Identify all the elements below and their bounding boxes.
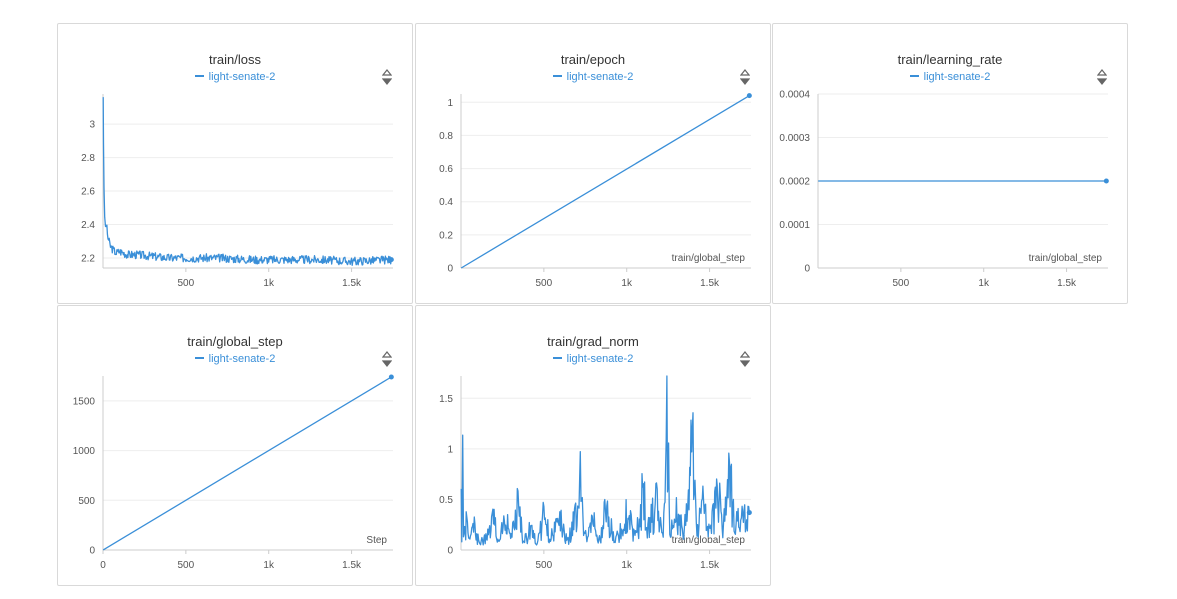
y-tick-label: 1000 [73, 446, 96, 457]
y-tick-label: 2.6 [81, 187, 95, 198]
legend-swatch [194, 75, 204, 78]
y-tick-label: 2.8 [81, 153, 95, 164]
series-end-point[interactable] [388, 257, 394, 263]
x-tick-label: 1k [978, 278, 990, 289]
sort-icon[interactable] [740, 69, 750, 85]
y-tick-label: 0 [804, 264, 810, 275]
x-tick-label: 500 [893, 278, 910, 289]
y-tick-label: 3 [89, 120, 95, 131]
x-tick-label: 0 [100, 560, 106, 571]
chart-plot: 0 0.0001 0.0002 0.0003 0.0004 500 1k 1.5k train/… [779, 90, 1109, 289]
chart-panel-loss[interactable]: train/loss light-senate-2 2.2 2.4 2.6 2.8 3 5… [57, 23, 413, 304]
series-end-point[interactable] [1103, 178, 1109, 184]
y-tick-label: 0 [447, 546, 453, 557]
y-tick-label: 0 [89, 546, 95, 557]
x-tick-label: 1.5k [700, 278, 720, 289]
x-axis-label: train/global_step [672, 253, 746, 264]
legend-swatch [194, 357, 204, 360]
x-tick-label: 1.5k [342, 278, 362, 289]
y-tick-label: 500 [78, 496, 95, 507]
y-tick-label: 0.5 [439, 495, 453, 506]
legend[interactable]: light-senate-2 [58, 353, 412, 365]
series-line[interactable] [102, 376, 392, 551]
x-tick-label: 500 [178, 278, 195, 289]
x-tick-label: 500 [536, 560, 553, 571]
x-tick-label: 1k [621, 560, 633, 571]
sort-icon[interactable] [382, 69, 392, 85]
series-line[interactable] [102, 97, 392, 266]
legend-label: light-senate-2 [208, 71, 276, 83]
sort-icon[interactable] [740, 351, 750, 367]
x-axis-label: train/global_step [1029, 253, 1103, 264]
y-tick-label: 0 [447, 264, 453, 275]
chart-panel-epoch[interactable]: train/epoch light-senate-2 0 0.2 0.4 0.6 0.8… [415, 23, 771, 304]
chart-title: train/learning_rate [897, 52, 1003, 67]
legend-label: light-senate-2 [566, 353, 634, 365]
x-tick-label: 1.5k [342, 560, 362, 571]
y-tick-label: 0.8 [439, 131, 453, 142]
legend[interactable]: light-senate-2 [416, 71, 770, 83]
series-end-point[interactable] [388, 374, 394, 380]
chart-panel-grad-norm[interactable]: train/grad_norm light-senate-2 0 0.5 1 1.5 5… [415, 305, 771, 586]
y-tick-label: 0.0001 [779, 220, 810, 231]
sort-icon[interactable] [1097, 69, 1107, 85]
x-tick-label: 500 [178, 560, 195, 571]
chart-plot: 0 0.5 1 1.5 500 1k 1.5k train/global_step [439, 375, 752, 571]
sort-icon[interactable] [382, 351, 392, 367]
chart-panel-learning-rate[interactable]: train/learning_rate light-senate-2 0 0.00… [772, 23, 1128, 304]
chart-title: train/loss [208, 52, 262, 67]
legend-label: light-senate-2 [566, 71, 634, 83]
legend-swatch [909, 75, 919, 78]
chart-plot: 0 0.2 0.4 0.6 0.8 1 500 1k 1.5k train/global_step [439, 93, 752, 289]
y-tick-label: 2.4 [81, 220, 95, 231]
x-tick-label: 1k [263, 560, 275, 571]
series-line[interactable] [460, 95, 750, 269]
x-axis-label: train/global_step [672, 535, 746, 546]
series-line[interactable] [460, 375, 750, 546]
y-tick-label: 0.0004 [779, 90, 810, 101]
chart-title: train/epoch [560, 52, 626, 67]
legend[interactable]: light-senate-2 [773, 71, 1127, 83]
x-tick-label: 1.5k [700, 560, 720, 571]
legend[interactable]: light-senate-2 [58, 71, 412, 83]
x-axis-label: Step [366, 535, 387, 546]
chart-panel-global-step[interactable]: train/global_step light-senate-2 0 500 100… [57, 305, 413, 586]
y-tick-label: 0.0003 [779, 133, 810, 144]
x-tick-label: 1.5k [1057, 278, 1077, 289]
y-tick-label: 1 [447, 444, 453, 455]
legend-label: light-senate-2 [923, 71, 991, 83]
y-tick-label: 1.5 [439, 394, 453, 405]
chart-title: train/global_step [187, 334, 283, 349]
series-end-point[interactable] [746, 510, 752, 516]
y-tick-label: 0.4 [439, 197, 453, 208]
x-tick-label: 500 [536, 278, 553, 289]
x-tick-label: 1k [621, 278, 633, 289]
legend[interactable]: light-senate-2 [416, 353, 770, 365]
chart-plot: 2.2 2.4 2.6 2.8 3 500 1k 1.5k [81, 94, 394, 289]
y-tick-label: 0.2 [439, 230, 453, 241]
legend-swatch [552, 357, 562, 360]
legend-swatch [552, 75, 562, 78]
y-tick-label: 1500 [73, 396, 96, 407]
legend-label: light-senate-2 [208, 353, 276, 365]
chart-plot: 0 500 1000 1500 0 500 1k 1.5k Step [73, 374, 394, 571]
series-end-point[interactable] [746, 93, 752, 99]
y-tick-label: 1 [447, 98, 453, 109]
y-tick-label: 2.2 [81, 253, 95, 264]
y-tick-label: 0.0002 [779, 177, 810, 188]
x-tick-label: 1k [263, 278, 275, 289]
y-tick-label: 0.6 [439, 164, 453, 175]
chart-title: train/grad_norm [547, 334, 639, 349]
